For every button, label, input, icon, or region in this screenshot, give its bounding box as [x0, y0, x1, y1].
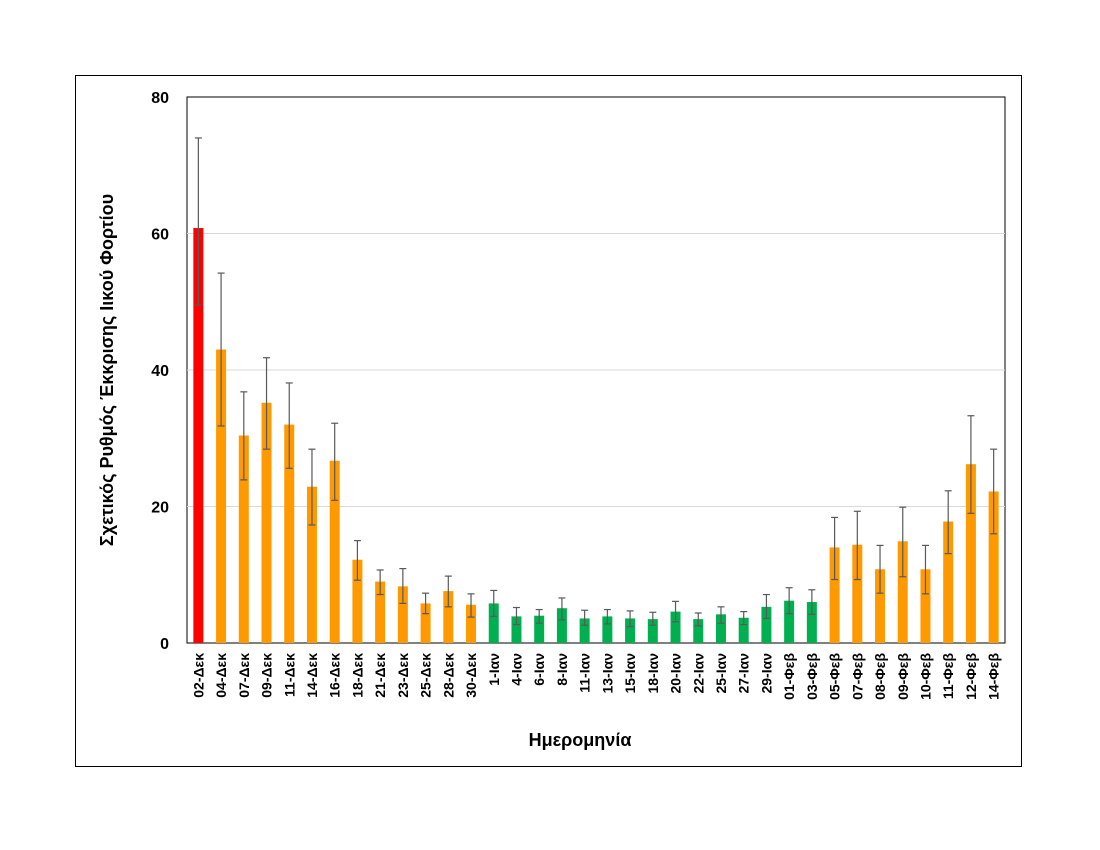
bar: [829, 547, 840, 643]
bar: [420, 603, 431, 643]
y-tick-label: 60: [151, 227, 169, 244]
bar: [556, 608, 567, 643]
x-tick-label: 21-Δεκ: [372, 653, 388, 698]
bar: [988, 491, 999, 643]
x-tick-label: 07-Φεβ: [849, 653, 865, 700]
bar: [738, 617, 749, 643]
bar: [511, 616, 522, 643]
x-tick-label: 22-Ιαν: [690, 653, 706, 694]
bar: [534, 615, 545, 643]
bar: [579, 618, 590, 643]
x-tick-label: 25-Δεκ: [418, 653, 434, 698]
x-tick-label: 6-Ιαν: [531, 653, 547, 686]
x-tick-label: 09-Φεβ: [895, 653, 911, 700]
x-tick-label: 02-Δεκ: [190, 653, 206, 698]
x-tick-label: 03-Φεβ: [804, 653, 820, 700]
x-tick-label: 16-Δεκ: [327, 653, 343, 698]
x-tick-label: 25-Ιαν: [713, 653, 729, 694]
x-tick-label: 11-Ιαν: [577, 653, 593, 693]
bar: [965, 464, 976, 643]
bar: [193, 228, 204, 644]
x-tick-label: 20-Ιαν: [668, 653, 684, 694]
bar: [466, 604, 477, 643]
bar: [875, 569, 886, 643]
x-tick-label: 30-Δεκ: [463, 653, 479, 698]
x-tick-label: 10-Φεβ: [917, 653, 933, 700]
x-tick-label: 1-Ιαν: [486, 653, 502, 686]
bar: [375, 581, 386, 643]
x-tick-label: 18-Ιαν: [645, 653, 661, 694]
bar: [784, 600, 795, 643]
x-axis-label: Ημερομηνία: [529, 730, 632, 750]
x-tick-label: 11-Φεβ: [940, 653, 956, 700]
bar: [625, 618, 636, 643]
x-tick-label: 28-Δεκ: [440, 653, 456, 698]
bar: [602, 616, 613, 643]
x-tick-label: 8-Ιαν: [554, 653, 570, 686]
bar: [261, 402, 272, 643]
bar: [488, 603, 499, 643]
bar: [443, 591, 454, 643]
bar: [397, 586, 408, 643]
x-tick-label: 08-Φεβ: [872, 653, 888, 700]
x-tick-label: 18-Δεκ: [349, 653, 365, 698]
bar: [329, 460, 340, 643]
bar: [693, 619, 704, 643]
bar: [806, 602, 817, 643]
bar: [284, 424, 295, 643]
x-tick-label: 11-Δεκ: [281, 653, 297, 697]
bar: [715, 614, 726, 643]
y-tick-label: 0: [160, 636, 169, 653]
bar: [238, 435, 249, 643]
y-axis-label: Σχετικός Ρυθμός Έκκρισης Ιικού Φορτίου: [97, 194, 117, 546]
x-tick-label: 01-Φεβ: [781, 653, 797, 700]
x-tick-label: 07-Δεκ: [236, 653, 252, 698]
bar: [216, 349, 227, 643]
x-tick-label: 05-Φεβ: [827, 653, 843, 700]
y-tick-label: 40: [151, 363, 169, 380]
x-tick-label: 04-Δεκ: [213, 653, 229, 698]
bar: [647, 619, 658, 643]
bar: [352, 559, 363, 643]
x-tick-label: 14-Φεβ: [986, 653, 1002, 700]
bar: [943, 521, 954, 643]
x-tick-label: 27-Ιαν: [736, 653, 752, 694]
x-tick-label: 15-Ιαν: [622, 653, 638, 694]
x-tick-label: 4-Ιαν: [508, 653, 524, 686]
bar: [761, 606, 772, 643]
bar: [897, 541, 908, 643]
bar: [920, 569, 931, 643]
x-tick-label: 23-Δεκ: [395, 653, 411, 698]
y-tick-label: 80: [151, 90, 169, 107]
bar: [670, 611, 681, 643]
x-tick-label: 12-Φεβ: [963, 653, 979, 700]
bar: [306, 486, 317, 643]
bar: [852, 544, 863, 643]
x-tick-label: 13-Ιαν: [599, 653, 615, 694]
x-tick-label: 09-Δεκ: [259, 653, 275, 698]
chart-frame: [75, 75, 1022, 767]
x-tick-label: 29-Ιαν: [758, 653, 774, 694]
x-tick-label: 14-Δεκ: [304, 653, 320, 698]
y-tick-label: 20: [151, 500, 169, 517]
